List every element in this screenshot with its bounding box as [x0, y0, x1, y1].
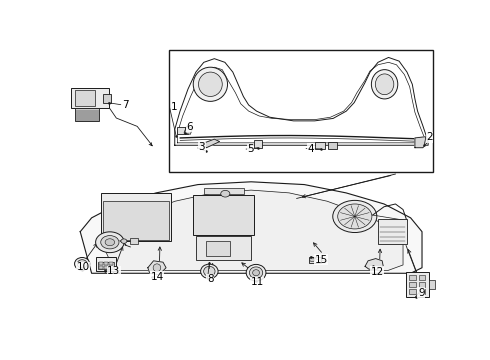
Text: 10: 10 — [77, 262, 90, 272]
Text: 3: 3 — [198, 142, 205, 152]
Bar — [206, 240, 230, 256]
Ellipse shape — [246, 264, 266, 281]
Text: 11: 11 — [250, 277, 264, 287]
Bar — [328, 142, 337, 149]
Circle shape — [310, 258, 315, 262]
Ellipse shape — [375, 74, 394, 95]
Bar — [99, 266, 102, 269]
Bar — [315, 141, 325, 149]
Ellipse shape — [198, 72, 222, 96]
Text: 5: 5 — [247, 144, 254, 154]
Text: 2: 2 — [426, 132, 433, 143]
Bar — [406, 272, 429, 297]
Bar — [71, 87, 109, 108]
Text: 1: 1 — [171, 102, 178, 112]
Bar — [74, 108, 99, 121]
Ellipse shape — [371, 69, 398, 99]
Bar — [309, 257, 321, 263]
Bar — [98, 262, 115, 269]
Circle shape — [121, 239, 127, 243]
Bar — [429, 280, 435, 288]
Bar — [177, 127, 188, 134]
Text: 7: 7 — [122, 100, 128, 110]
Polygon shape — [365, 258, 383, 270]
Circle shape — [338, 204, 372, 229]
Ellipse shape — [105, 239, 115, 246]
Bar — [409, 275, 416, 280]
Bar — [194, 195, 254, 235]
Ellipse shape — [253, 270, 260, 276]
Text: 12: 12 — [370, 267, 384, 277]
Ellipse shape — [204, 266, 215, 276]
Ellipse shape — [153, 264, 161, 271]
Ellipse shape — [193, 67, 227, 102]
Bar — [184, 127, 193, 134]
Circle shape — [333, 201, 377, 233]
Text: 8: 8 — [207, 274, 214, 284]
Bar — [96, 257, 116, 270]
Polygon shape — [415, 137, 428, 148]
Ellipse shape — [74, 257, 90, 270]
Bar — [409, 282, 416, 287]
Bar — [109, 262, 113, 265]
Bar — [74, 90, 96, 105]
Polygon shape — [80, 182, 422, 273]
Bar — [104, 262, 108, 265]
Text: 15: 15 — [315, 255, 328, 265]
Text: 4: 4 — [308, 144, 315, 153]
Bar — [103, 94, 111, 103]
Bar — [196, 235, 251, 260]
Text: 6: 6 — [186, 122, 193, 132]
Bar — [204, 188, 244, 194]
Bar — [129, 238, 138, 244]
Ellipse shape — [200, 264, 218, 279]
Bar — [418, 275, 425, 280]
Bar — [378, 219, 407, 244]
Bar — [170, 50, 434, 172]
Polygon shape — [99, 190, 403, 270]
Text: 13: 13 — [107, 266, 120, 276]
Bar — [103, 201, 170, 240]
Circle shape — [220, 190, 230, 197]
Text: 9: 9 — [418, 288, 424, 298]
Ellipse shape — [96, 232, 124, 253]
Bar — [418, 282, 425, 287]
Text: 14: 14 — [150, 271, 164, 282]
Ellipse shape — [101, 235, 119, 249]
Ellipse shape — [249, 267, 263, 279]
Bar — [104, 266, 108, 269]
Bar — [418, 289, 425, 294]
Bar — [99, 262, 102, 265]
Bar — [101, 193, 172, 242]
Bar — [254, 140, 262, 148]
Polygon shape — [201, 139, 220, 148]
Bar — [409, 289, 416, 294]
Ellipse shape — [77, 260, 87, 268]
Polygon shape — [148, 261, 166, 275]
Bar — [109, 266, 113, 269]
